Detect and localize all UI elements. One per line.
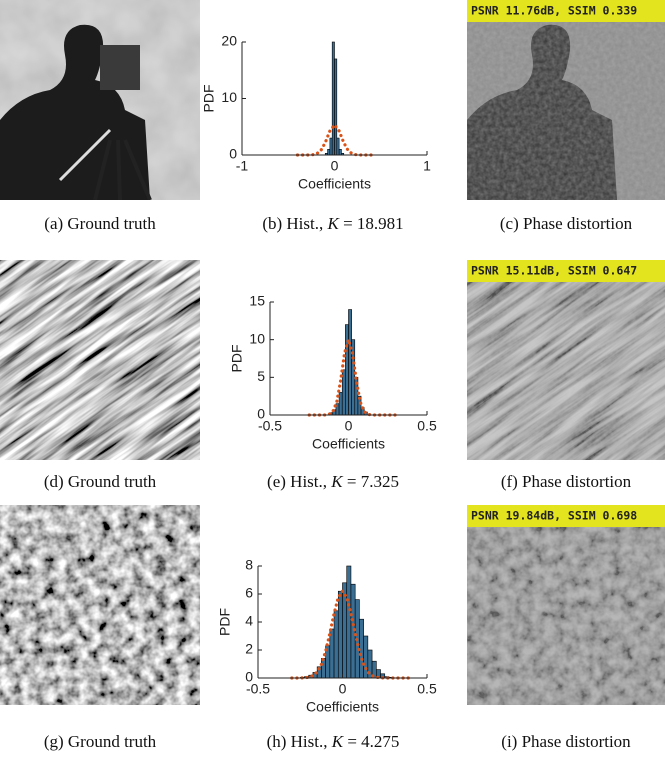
y-tick-label: 0: [229, 146, 237, 162]
hist-bar: [346, 565, 352, 679]
hist-bar: [338, 149, 342, 156]
y-tick-label: 4: [245, 613, 253, 629]
y-tick-label: 2: [245, 641, 253, 657]
caption-variable: K: [330, 472, 344, 491]
hist-bar: [342, 582, 348, 679]
hist-bar: [329, 137, 333, 156]
hist-bar: [321, 658, 326, 679]
y-axis-label: PDF: [201, 85, 217, 113]
phase-distortion-image: [467, 505, 665, 705]
psnr-banner-text: PSNR 11.76dB, SSIM 0.339: [471, 4, 637, 18]
psnr-banner: [467, 505, 665, 527]
y-tick-label: 0: [245, 669, 253, 685]
psnr-banner-text: PSNR 19.84dB, SSIM 0.698: [471, 509, 637, 523]
caption: (d) Ground truth: [44, 472, 157, 491]
x-tick-label: 0.5: [417, 681, 437, 697]
caption: (i) Phase distortion: [501, 732, 631, 751]
hist-bar: [345, 324, 349, 416]
fit-curve: [290, 588, 412, 680]
psnr-banner-text: PSNR 15.11dB, SSIM 0.647: [471, 264, 637, 278]
hist-bar: [351, 339, 356, 416]
y-tick-label: 6: [245, 585, 253, 601]
y-tick-label: 5: [257, 368, 265, 384]
caption: (h) Hist., K = 4.275: [267, 732, 400, 751]
y-tick-label: 10: [221, 89, 237, 105]
caption-prefix: (h) Hist.,: [267, 732, 328, 751]
hist-bar: [333, 610, 339, 679]
y-tick-label: 15: [249, 293, 265, 309]
hist-bar: [338, 392, 343, 416]
caption: (b) Hist., K = 18.981: [262, 214, 403, 233]
phase-distortion-image: [467, 0, 665, 200]
x-axis-label: Coefficients: [306, 699, 379, 715]
x-tick-label: -0.5: [258, 418, 282, 434]
caption-variable: K: [331, 732, 345, 751]
ground-truth-image: [0, 260, 200, 460]
y-axis-label: PDF: [217, 608, 233, 636]
caption: (f) Phase distortion: [501, 472, 632, 491]
x-axis-label: Coefficients: [298, 176, 371, 192]
hist-bar: [363, 635, 369, 679]
x-tick-label: -1: [236, 158, 249, 174]
caption: (e) Hist., K = 7.325: [267, 472, 399, 491]
y-axis-label: PDF: [229, 345, 245, 373]
y-tick-label: 0: [257, 406, 265, 422]
caption: (g) Ground truth: [44, 732, 157, 751]
x-tick-label: 0: [345, 418, 353, 434]
y-tick-label: 20: [221, 33, 237, 49]
caption-equation: = 4.275: [347, 732, 399, 751]
caption-equation: = 18.981: [343, 214, 404, 233]
x-tick-label: 1: [423, 158, 431, 174]
y-tick-label: 8: [245, 557, 253, 573]
hist-bar: [327, 149, 331, 156]
caption-prefix: (e) Hist.,: [267, 472, 327, 491]
caption: (c) Phase distortion: [500, 214, 633, 233]
x-axis-label: Coefficients: [312, 436, 385, 452]
caption-prefix: (b) Hist.,: [262, 214, 323, 233]
x-tick-label: -0.5: [246, 681, 270, 697]
caption-equation: = 7.325: [347, 472, 399, 491]
hist-bar: [334, 58, 338, 156]
hist-bar: [336, 137, 340, 156]
x-tick-label: 0: [339, 681, 347, 697]
ground-truth-image: [0, 0, 200, 200]
x-tick-label: 0.5: [417, 418, 437, 434]
psnr-banner: [467, 0, 665, 22]
caption: (a) Ground truth: [44, 214, 156, 233]
y-tick-label: 10: [249, 330, 265, 346]
hist-bar: [348, 309, 352, 416]
ground-truth-image: [0, 505, 200, 705]
caption-variable: K: [326, 214, 340, 233]
hist-bar: [329, 628, 335, 679]
x-tick-label: 0: [331, 158, 339, 174]
hist-bar: [337, 590, 343, 679]
hist-bar: [331, 41, 335, 156]
psnr-banner: [467, 260, 665, 282]
phase-distortion-image: [467, 260, 665, 460]
